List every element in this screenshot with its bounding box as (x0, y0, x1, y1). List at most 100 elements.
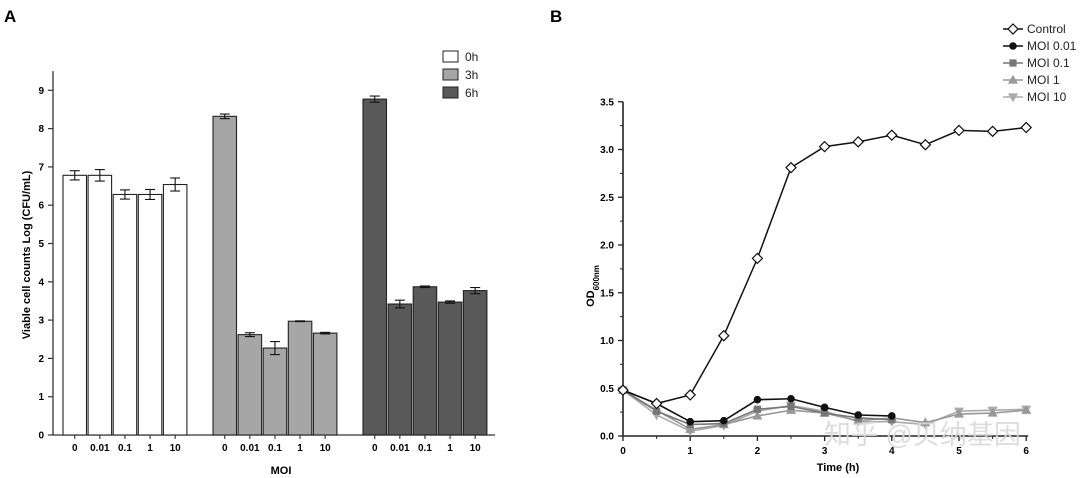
point-control (953, 124, 965, 137)
bar-x-tick-label: 0.01 (240, 443, 260, 454)
line-x-axis-title: Time (h) (817, 462, 860, 474)
bar-0h-moi-0 (62, 174, 88, 436)
bar-x-tick-label: 10 (470, 443, 482, 454)
error-bar-0h-moi-10 (170, 177, 181, 192)
bar-3h-moi-10 (312, 332, 338, 436)
series-control (617, 121, 1033, 410)
point-control (1020, 121, 1033, 134)
bar-legend-label: 3h (465, 68, 478, 82)
bar-x-tick-label: 1 (297, 443, 303, 454)
bar-3h-moi-0.1 (262, 347, 288, 436)
bar-3h-moi-0.01 (237, 334, 263, 436)
error-bar-6h-moi-1 (445, 300, 456, 304)
line-y-tick-label: 2.0 (600, 241, 614, 252)
error-bar-0h-moi-1 (145, 188, 156, 201)
bar-y-tick-label: 0 (38, 431, 44, 442)
bar-6h-moi-10 (462, 290, 488, 436)
line-legend-item-moi-1: MOI 1 (1003, 73, 1060, 87)
bar-0h-moi-1 (137, 193, 163, 436)
bar-x-tick-label: 0.1 (118, 443, 132, 454)
point-moi-1 (953, 408, 965, 418)
point-control (919, 138, 932, 151)
bar-legend-item-6h: 6h (442, 86, 478, 100)
bar-6h-moi-0.01 (387, 303, 413, 436)
error-bar-3h-moi-0.01 (244, 332, 255, 338)
point-control (785, 161, 797, 174)
bar-legend-label: 6h (465, 86, 478, 100)
point-control (684, 389, 697, 401)
point-moi-0_01 (719, 416, 728, 425)
line-legend-marker-moi-0_1 (1009, 59, 1017, 67)
bar-legend-swatch (442, 50, 459, 63)
series-line-control (622, 126, 1027, 405)
bar-x-tick-label: 0 (372, 443, 378, 454)
bar-x-tick-label: 0.1 (418, 443, 432, 454)
point-moi-0_01 (887, 412, 896, 420)
bar-y-tick-label: 5 (38, 239, 44, 250)
point-moi-0_01 (753, 395, 762, 404)
error-bar-6h-moi-10 (470, 286, 481, 295)
bar-3h-moi-0 (212, 115, 238, 436)
bar-0h-moi-0.1 (112, 193, 138, 436)
line-y-tick-label: 1.0 (600, 336, 614, 347)
point-control (818, 140, 831, 153)
error-bar-0h-moi-0 (69, 170, 80, 181)
bar-y-tick-label: 6 (38, 201, 44, 212)
line-legend-item-moi-10: MOI 10 (1003, 90, 1067, 104)
error-bar-0h-moi-0.1 (119, 189, 130, 200)
line-legend-item-moi-0_01: MOI 0.01 (1003, 39, 1077, 53)
point-control (650, 397, 663, 410)
line-legend-item-control: Control (1003, 22, 1066, 36)
error-bar-6h-moi-0.1 (419, 285, 430, 289)
bar-x-tick-label: 1 (447, 443, 453, 454)
line-x-tick-label: 6 (1023, 446, 1029, 457)
point-moi-1 (920, 417, 931, 427)
point-moi-1 (752, 410, 763, 420)
point-control (852, 136, 865, 148)
error-bar-3h-moi-0.1 (269, 340, 280, 356)
point-control (617, 384, 629, 397)
point-moi-1 (987, 407, 998, 417)
bar-3h-moi-1 (287, 320, 313, 436)
line-legend-label: Control (1027, 22, 1066, 36)
bar-x-tick-label: 0 (222, 443, 228, 454)
bar-legend: 0h 3h 6h (442, 50, 478, 100)
point-control (717, 329, 730, 342)
line-legend-marker-moi-0_01 (1009, 42, 1017, 50)
bar-legend-swatch (442, 68, 459, 81)
bar-6h-moi-0.1 (412, 286, 438, 436)
error-bar-6h-moi-0.01 (394, 299, 405, 309)
point-moi-0_01 (820, 403, 829, 412)
od-subscript: 600nm (592, 265, 601, 290)
line-x-tick-label: 0 (620, 446, 626, 457)
bar-x-tick-label: 0.01 (390, 443, 410, 454)
line-y-tick-label: 0.5 (600, 384, 614, 395)
bar-y-axis-title: Viable cell counts Log (CFU/mL) (21, 170, 33, 339)
bar-6h-moi-0 (362, 98, 388, 436)
line-y-tick-label: 2.5 (600, 193, 614, 204)
bar-x-tick-label: 10 (170, 443, 182, 454)
line-y-tick-label: 0.0 (600, 432, 614, 443)
line-y-tick-label: 3.5 (600, 97, 614, 108)
line-chart: 0.0 0.5 1.0 1.5 2.0 2.5 3.0 3.5 0 1 2 3 4 5 6 Time (h)… (585, 22, 1077, 474)
line-x-tick-label: 5 (956, 446, 962, 457)
watermark: 知乎 @贝纳基因 (824, 420, 1021, 450)
bar-x-axis-title: MOI (271, 465, 292, 477)
bar-6h-moi-1 (437, 301, 463, 436)
line-x-tick-label: 2 (755, 446, 761, 457)
line-x-tick-label: 1 (687, 446, 693, 457)
panel-b-letter: B (550, 7, 562, 26)
bar-legend-item-0h: 0h (442, 50, 478, 64)
point-control (986, 125, 999, 138)
bar-0h-moi-10 (162, 183, 188, 436)
bar-x-tick-label: 0.1 (268, 443, 282, 454)
point-moi-0_1 (787, 402, 795, 410)
bar-legend-swatch (442, 86, 459, 99)
bar-y-tick-label: 4 (38, 277, 44, 288)
line-y-axis-title: OD600nm (585, 265, 601, 307)
point-moi-0_1 (753, 405, 762, 413)
line-legend-marker-moi-1 (1007, 74, 1019, 84)
panel-a-letter: A (4, 7, 16, 26)
line-legend-label: MOI 10 (1027, 90, 1067, 104)
